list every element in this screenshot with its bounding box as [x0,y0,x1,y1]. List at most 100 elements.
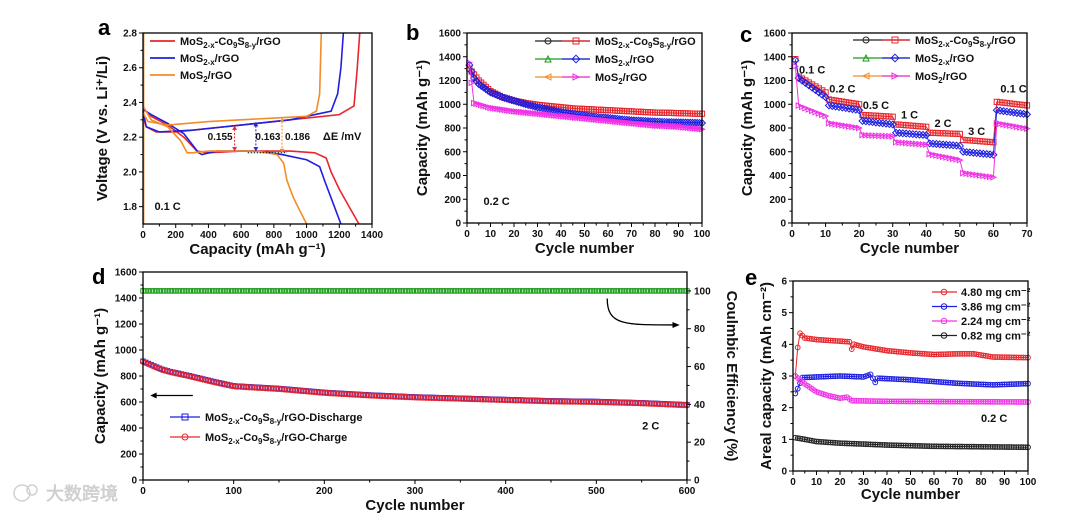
ce-point [667,288,674,294]
x-tick-label: 90 [999,477,1011,488]
data-point [942,140,951,149]
data-point [919,140,927,148]
data-point [985,150,995,159]
label-part: /rGO-Discharge [281,412,362,424]
ce-point [474,288,481,294]
x-tick-label: 20 [508,229,520,240]
data-point [878,119,887,128]
legend-marker [940,288,948,296]
data-point [514,98,523,107]
rate-label: 0.2 C [829,83,855,95]
data-point [822,112,830,120]
ce-point [227,288,233,294]
ce-point [512,288,519,294]
ce-point [610,288,617,294]
data-point [1020,101,1027,109]
charge-point [202,377,209,384]
x-tick-label: 70 [626,229,638,240]
data-point [908,129,917,139]
y-tick-label: 2.0 [123,167,137,178]
x-tick-label: 70 [952,477,964,488]
ce-point [659,288,666,294]
watermark-logo-icon [26,484,38,496]
charge-point [197,375,204,382]
ce-point [559,288,565,294]
ce-point [336,288,342,294]
ce-point [545,288,551,294]
y-tick-label: 1600 [439,29,462,40]
y-axis-label: Capacity (mAh g⁻¹) [414,60,431,196]
data-point [892,138,900,146]
ce-point [420,288,426,294]
data-point [993,119,1001,127]
x-tick-label: 40 [555,229,567,240]
label-part: /rGO [630,54,655,66]
ce-point [224,288,231,294]
label-part: /rGO [215,53,240,65]
data-point [535,103,544,112]
data-point [990,173,998,181]
ce-point [526,288,532,294]
data-point [821,93,830,102]
y-tick-label: 0 [781,467,787,478]
data-point [915,130,924,139]
y-axis-label: Voltage (V vs. Li⁺/Li) [94,56,111,201]
x-axis-label: Cycle number [535,240,634,257]
ce-point [640,288,647,294]
y-tick-label: 600 [120,398,137,409]
ce-point [523,288,530,294]
data-point [889,113,896,120]
data-point [1012,108,1022,118]
label-part: MoS [915,71,938,83]
delta-e-value: 0.155 [208,132,233,143]
y2-tick-label: 40 [694,400,706,411]
subscript: 9 [258,417,263,426]
y-tick-label: 1400 [115,294,138,305]
series-line [794,59,1028,143]
data-point [997,99,1004,106]
label-part: MoS [180,36,203,48]
data-point [885,119,894,129]
data-point [918,130,928,139]
ce-point [561,288,568,294]
ce-point [265,288,271,294]
x-tick-label: 50 [954,229,966,240]
ce-point [436,288,443,294]
legend-label: MoS2-x/rGO [915,53,975,67]
x-tick-label: 400 [200,230,217,241]
y-tick-label: 2.8 [123,29,137,40]
data-point [491,90,500,99]
ce-point [537,288,543,294]
ce-point [295,288,301,294]
data-point [795,102,803,109]
y2-axis-label: Coulmbic Efficiency (%) [723,291,740,462]
ce-point [178,288,184,294]
legend-label: MoS2-x-Co9S8-y/rGO [595,36,696,50]
data-point [946,154,954,162]
data-point [996,106,1005,115]
x-tick-label: 10 [485,229,497,240]
data-point [468,79,476,87]
data-point [932,139,941,149]
x-tick-label: 600 [233,230,250,241]
ce-point [341,288,347,294]
x-tick-label: 0 [789,229,795,240]
ce-point [257,288,263,294]
data-point [791,56,800,65]
legend-label: 3.86 mg cm⁻² [961,302,1031,314]
y-tick-label: 0 [455,219,461,230]
y2-tick-label: 100 [694,286,711,297]
ce-point [284,288,290,294]
legend-label: 2.24 mg cm⁻² [961,316,1031,328]
charge-point [205,377,212,384]
watermark-text: 大数跨境 [46,483,118,504]
ce-point [325,288,331,294]
x-tick-label: 90 [673,229,685,240]
ce-point [673,288,679,294]
data-point [909,122,916,129]
ce-point [213,288,220,294]
arrow-head [279,148,285,153]
ce-point [251,288,258,294]
ce-point [578,288,584,294]
y-tick-label: 5 [781,308,787,319]
